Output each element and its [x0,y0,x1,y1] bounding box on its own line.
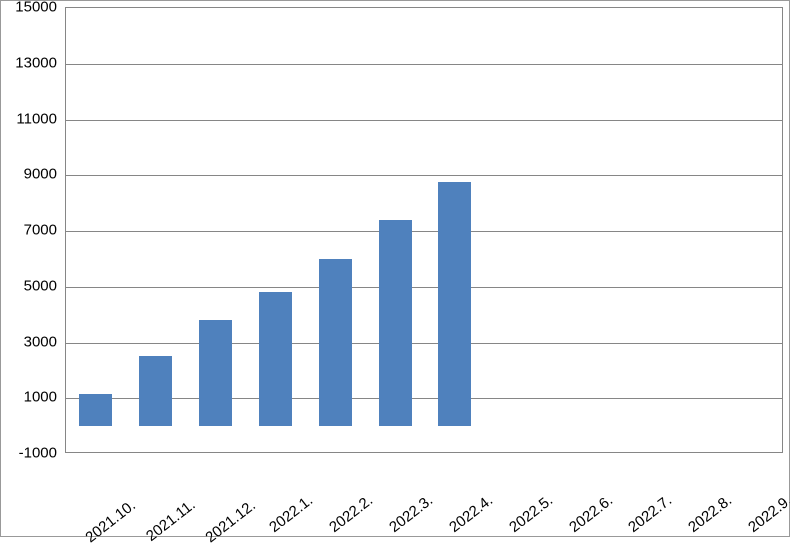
gridline [66,175,782,176]
x-tick-label: 2022.8. [685,492,735,536]
bar [379,220,412,426]
x-tick-label: 2022.5. [506,492,556,536]
gridline [66,287,782,288]
x-tick-label: 2021.11. [143,496,199,545]
y-tick-label: 11000 [1,110,57,127]
x-tick-label: 2022.1. [267,492,317,536]
y-tick-label: 13000 [1,54,57,71]
x-tick-label: 2022.9. [745,492,790,536]
bar [139,356,172,426]
gridline [66,231,782,232]
y-tick-label: 9000 [1,166,57,183]
gridline [66,120,782,121]
plot-area [65,7,783,453]
x-tick-label: 2022.7. [626,492,676,536]
gridline [66,343,782,344]
y-tick-label: 1000 [1,389,57,406]
x-tick-label: 2022.3. [386,492,436,536]
x-tick-label: 2022.2. [326,492,376,536]
x-tick-label: 2021.10. [82,497,138,546]
y-tick-label: -1000 [1,445,57,462]
x-tick-label: 2022.4. [446,492,496,536]
gridline [66,64,782,65]
x-tick-label: 2022.6. [566,492,616,536]
x-tick-label: 2021.12. [202,497,258,546]
bar [259,292,292,426]
y-tick-label: 7000 [1,222,57,239]
bar [438,182,471,426]
bar [79,394,112,426]
y-tick-label: 5000 [1,277,57,294]
bar [199,320,232,426]
chart-container: -1000 1000 3000 5000 7000 9000 11000 13000 15000… [0,0,790,537]
y-tick-label: 15000 [1,0,57,16]
gridline [66,398,782,399]
bar [319,259,352,426]
y-tick-label: 3000 [1,333,57,350]
